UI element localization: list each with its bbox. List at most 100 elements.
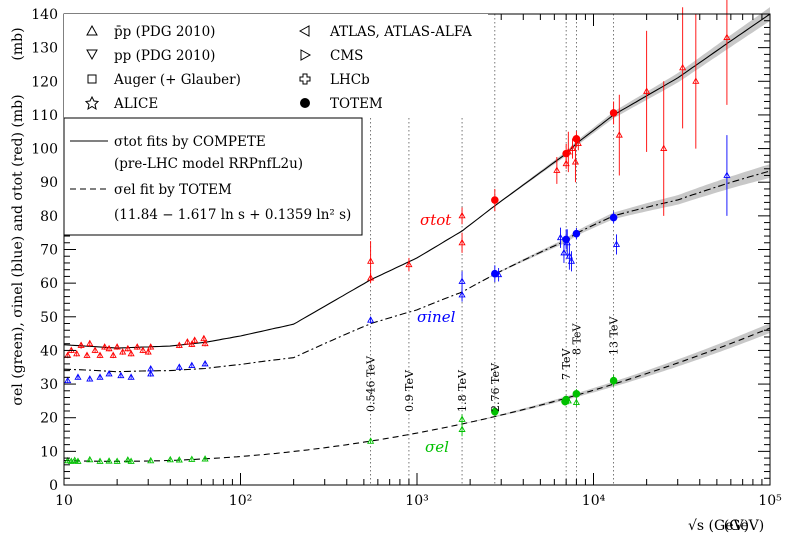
legend-label-lhcb: LHCb <box>330 72 370 88</box>
data-point <box>113 343 121 350</box>
data-point <box>643 87 651 94</box>
data-point <box>615 131 623 138</box>
data-point <box>105 344 113 352</box>
data-point <box>113 457 121 464</box>
data-point <box>109 351 117 358</box>
data-point <box>553 166 561 173</box>
grid-lines <box>370 14 615 485</box>
data-point <box>77 341 85 348</box>
triangle-left-icon <box>298 25 310 37</box>
data-point <box>166 455 174 463</box>
data-point <box>200 334 208 342</box>
legend-entry-cms: CMS <box>300 48 363 64</box>
y-tick-label: 140 <box>31 7 58 23</box>
data-point <box>147 456 155 464</box>
y-tick-label: 10 <box>40 444 58 460</box>
energy-label: 1.8 TeV <box>456 369 469 412</box>
y-tick-label: 110 <box>31 108 58 124</box>
data-point <box>201 455 209 462</box>
data-point <box>127 349 135 357</box>
legend-label-el-fit: σel fit by TOTEM <box>114 182 232 198</box>
legend-label-auger: Auger (+ Glauber) <box>113 72 241 88</box>
data-point <box>175 341 183 348</box>
data-point <box>73 349 81 357</box>
data-point <box>83 351 91 358</box>
data-point <box>71 456 79 463</box>
data-point <box>405 260 413 268</box>
data-point <box>86 375 94 382</box>
y-tick-label: 80 <box>40 209 58 225</box>
data-point <box>188 361 196 369</box>
data-point <box>612 240 621 247</box>
data-point <box>147 343 155 350</box>
data-point <box>367 316 375 323</box>
x-axis-unit: (GeV) <box>724 518 765 534</box>
data-point <box>692 77 700 84</box>
curve-label-inel: σinel <box>417 308 456 326</box>
y-tick-label: 130 <box>31 41 58 57</box>
legend-fit-box <box>63 117 363 236</box>
data-point <box>105 457 113 464</box>
data-point <box>458 290 466 298</box>
x-tick-label: 10² <box>229 493 252 509</box>
energy-label: 7 TeV <box>560 348 573 380</box>
data-point <box>458 415 466 422</box>
data-point <box>124 456 132 463</box>
x-tick-label: 10 <box>55 493 73 509</box>
legend-entry-atlas: ATLAS, ATLAS-ALFA <box>298 24 472 40</box>
legend-label-cms: CMS <box>330 48 363 64</box>
data-point <box>86 455 94 463</box>
data-point-filled <box>491 407 499 416</box>
curve-label-tot: σtot <box>420 211 452 229</box>
legend-label-totem: TOTEM <box>330 96 383 112</box>
data-point <box>127 457 135 464</box>
data-point <box>201 339 209 347</box>
data-point <box>563 238 571 246</box>
data-point <box>139 346 147 353</box>
x-tick-label: 10³ <box>405 493 428 509</box>
y-tick-label: 20 <box>40 411 58 427</box>
data-point <box>133 343 141 350</box>
data-point <box>458 238 466 246</box>
data-point <box>367 437 375 444</box>
data-point <box>574 139 582 146</box>
triangle-down-icon <box>86 49 98 61</box>
data-point-filled <box>572 229 581 238</box>
data-point <box>64 376 72 384</box>
inel-band <box>473 164 770 286</box>
legend: p̄p (PDG 2010) pp (PDG 2010) Auger (+ Gl… <box>63 14 488 236</box>
data-point <box>188 455 196 462</box>
data-point <box>571 158 579 165</box>
data-point <box>565 252 573 259</box>
data-points <box>64 0 731 464</box>
legend-label-ppbar: p̄p (PDG 2010) <box>114 24 215 40</box>
y-tick-label: 70 <box>40 243 58 259</box>
cross-icon <box>299 73 311 85</box>
x-tick-label: 10⁵ <box>758 493 782 509</box>
fit-curves <box>63 13 771 462</box>
energy-label: 0.546 TeV <box>365 355 378 412</box>
data-point-filled <box>572 390 581 398</box>
data-point <box>91 346 99 353</box>
energy-label: 13 TeV <box>608 316 621 355</box>
data-point <box>567 257 576 264</box>
data-point <box>201 359 209 367</box>
data-point <box>367 257 375 264</box>
square-icon <box>87 74 97 84</box>
data-point <box>86 339 94 347</box>
dot-icon <box>300 98 310 108</box>
data-point <box>96 457 104 464</box>
y-tick-label: 120 <box>31 74 58 90</box>
data-point-filled <box>491 196 499 204</box>
y-tick-label: 30 <box>40 377 58 393</box>
data-point <box>679 63 687 71</box>
data-point <box>495 270 503 278</box>
legend-label-el-formula: (11.84 − 1.617 ln s + 0.1359 ln² s) <box>114 207 351 223</box>
legend-entry-lhcb: LHCb <box>299 72 370 88</box>
inel-fit-curve <box>63 170 771 373</box>
legend-label-pp: pp (PDG 2010) <box>114 48 215 64</box>
data-point <box>175 456 183 463</box>
data-point <box>101 343 109 350</box>
y-axis-unit: (mb) <box>10 27 26 60</box>
data-point <box>183 338 191 345</box>
